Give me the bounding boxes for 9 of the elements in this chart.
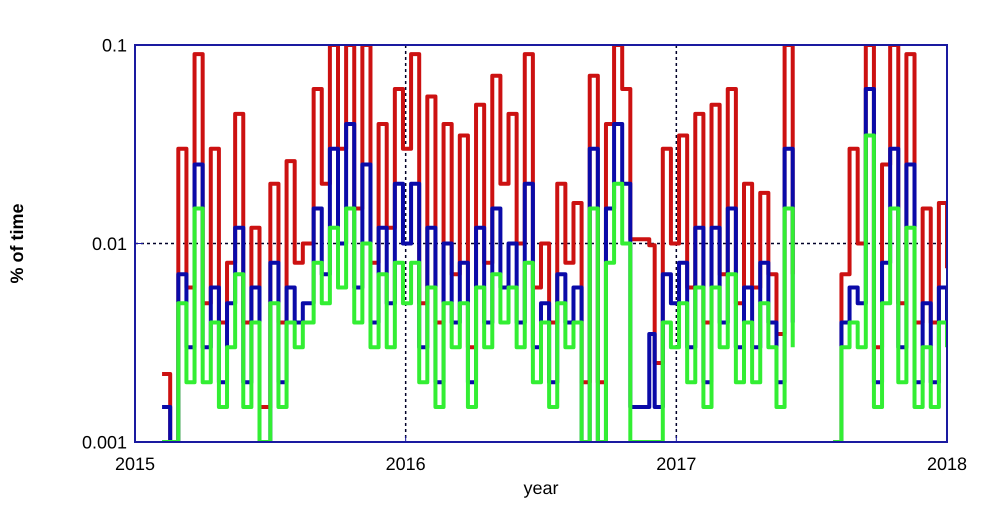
y-tick-label: 0.001	[82, 432, 127, 452]
x-tick-label: 2015	[114, 454, 156, 474]
x-axis-title: year	[523, 478, 559, 498]
y-tick-label: 0.01	[92, 234, 127, 254]
y-axis-title: % of time	[7, 203, 27, 284]
x-tick-label: 2018	[926, 454, 968, 474]
x-tick-label: 2016	[386, 454, 426, 474]
y-tick-label: 0.1	[102, 35, 127, 56]
x-tick-label: 2017	[656, 454, 696, 474]
